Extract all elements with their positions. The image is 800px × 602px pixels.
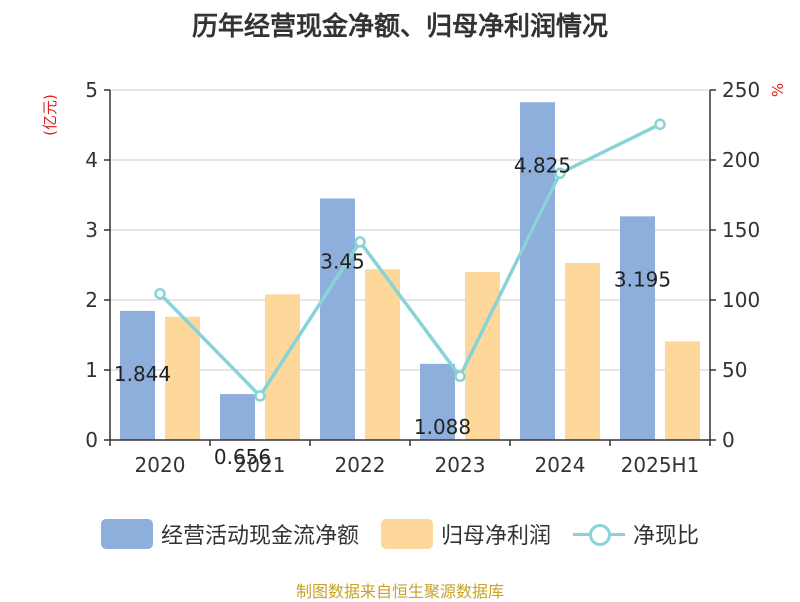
ratio-line xyxy=(158,122,661,398)
ratio-point xyxy=(554,167,566,180)
bar-cash-flow xyxy=(220,394,255,440)
bar-net-profit xyxy=(665,341,700,440)
ratio-line-series xyxy=(154,118,666,402)
ratio-point xyxy=(354,236,366,248)
bar-cash-flow xyxy=(620,216,655,440)
x-axis-tick-label: 2023 xyxy=(435,453,486,477)
left-axis-tick-label: 2 xyxy=(85,288,98,312)
legend-item-net-profit[interactable]: 归母净利润 xyxy=(380,518,551,550)
bar-series xyxy=(120,102,700,440)
legend-swatch-ratio xyxy=(573,519,625,549)
chart-title: 历年经营现金净额、归母净利润情况 xyxy=(191,12,608,42)
right-axis-tick-label: 250 xyxy=(722,78,760,102)
right-axis-tick-label: 100 xyxy=(722,288,760,312)
ratio-point xyxy=(454,370,466,383)
data-label-cash-flow: 3.195 xyxy=(614,267,671,291)
left-axis-tick-label: 3 xyxy=(85,218,98,242)
gridlines xyxy=(110,89,710,371)
source-note: 制图数据来自恒生聚源数据库 xyxy=(295,582,504,601)
bar-cash-flow xyxy=(520,102,555,440)
right-axis-tick-label: 50 xyxy=(722,358,747,382)
legend-label-ratio: 净现比 xyxy=(633,524,700,549)
legend-item-cash-flow[interactable]: 经营活动现金流净额 xyxy=(100,518,359,550)
bar-cash-flow xyxy=(420,363,455,440)
right-axis-tick-label: 0 xyxy=(722,428,735,452)
legend-item-ratio[interactable]: 净现比 xyxy=(573,518,699,550)
data-label-cash-flow: 1.088 xyxy=(414,415,471,439)
data-label-cash-flow: 1.844 xyxy=(114,362,171,386)
x-axis-tick-label: 2022 xyxy=(335,453,386,477)
left-axis-tick-label: 5 xyxy=(85,78,98,102)
ratio-point xyxy=(254,390,266,402)
bar-cash-flow xyxy=(320,198,355,440)
data-label-cash-flow: 3.45 xyxy=(320,250,365,274)
legend-label-net-profit: 归母净利润 xyxy=(440,524,551,549)
legend-swatch-net-profit xyxy=(380,519,433,549)
data-labels: 1.844 0.656 3.45 1.088 4.825 3.195 xyxy=(114,153,671,469)
ratio-point xyxy=(654,118,666,131)
bar-net-profit xyxy=(565,262,600,440)
right-axis-unit: % xyxy=(769,83,787,97)
data-label-cash-flow: 4.825 xyxy=(514,153,571,177)
bar-net-profit xyxy=(365,269,400,440)
left-axis-tick-label: 1 xyxy=(85,358,98,382)
data-label-cash-flow: 0.656 xyxy=(214,445,271,469)
legend: 经营活动现金流净额 归母净利润 净现比 xyxy=(0,518,800,550)
x-axis-tick-label: 2024 xyxy=(535,453,586,477)
x-axis-tick-label: 2021 xyxy=(235,453,286,477)
legend-swatch-cash-flow xyxy=(100,519,153,549)
ratio-point xyxy=(154,287,166,300)
x-axis-tick-label: 2025H1 xyxy=(621,453,700,477)
left-axis-tick-label: 4 xyxy=(85,148,98,172)
left-axis-tick-label: 0 xyxy=(85,428,98,452)
right-axis-tick-label: 150 xyxy=(722,218,760,242)
bar-net-profit xyxy=(165,316,200,440)
bar-cash-flow xyxy=(120,310,155,440)
left-axis-unit: (亿元) xyxy=(41,94,59,136)
right-axis-tick-label: 200 xyxy=(722,148,760,172)
x-axis-tick-label: 2020 xyxy=(135,453,186,477)
legend-label-cash-flow: 经营活动现金流净额 xyxy=(160,524,359,549)
bar-net-profit xyxy=(265,294,300,440)
